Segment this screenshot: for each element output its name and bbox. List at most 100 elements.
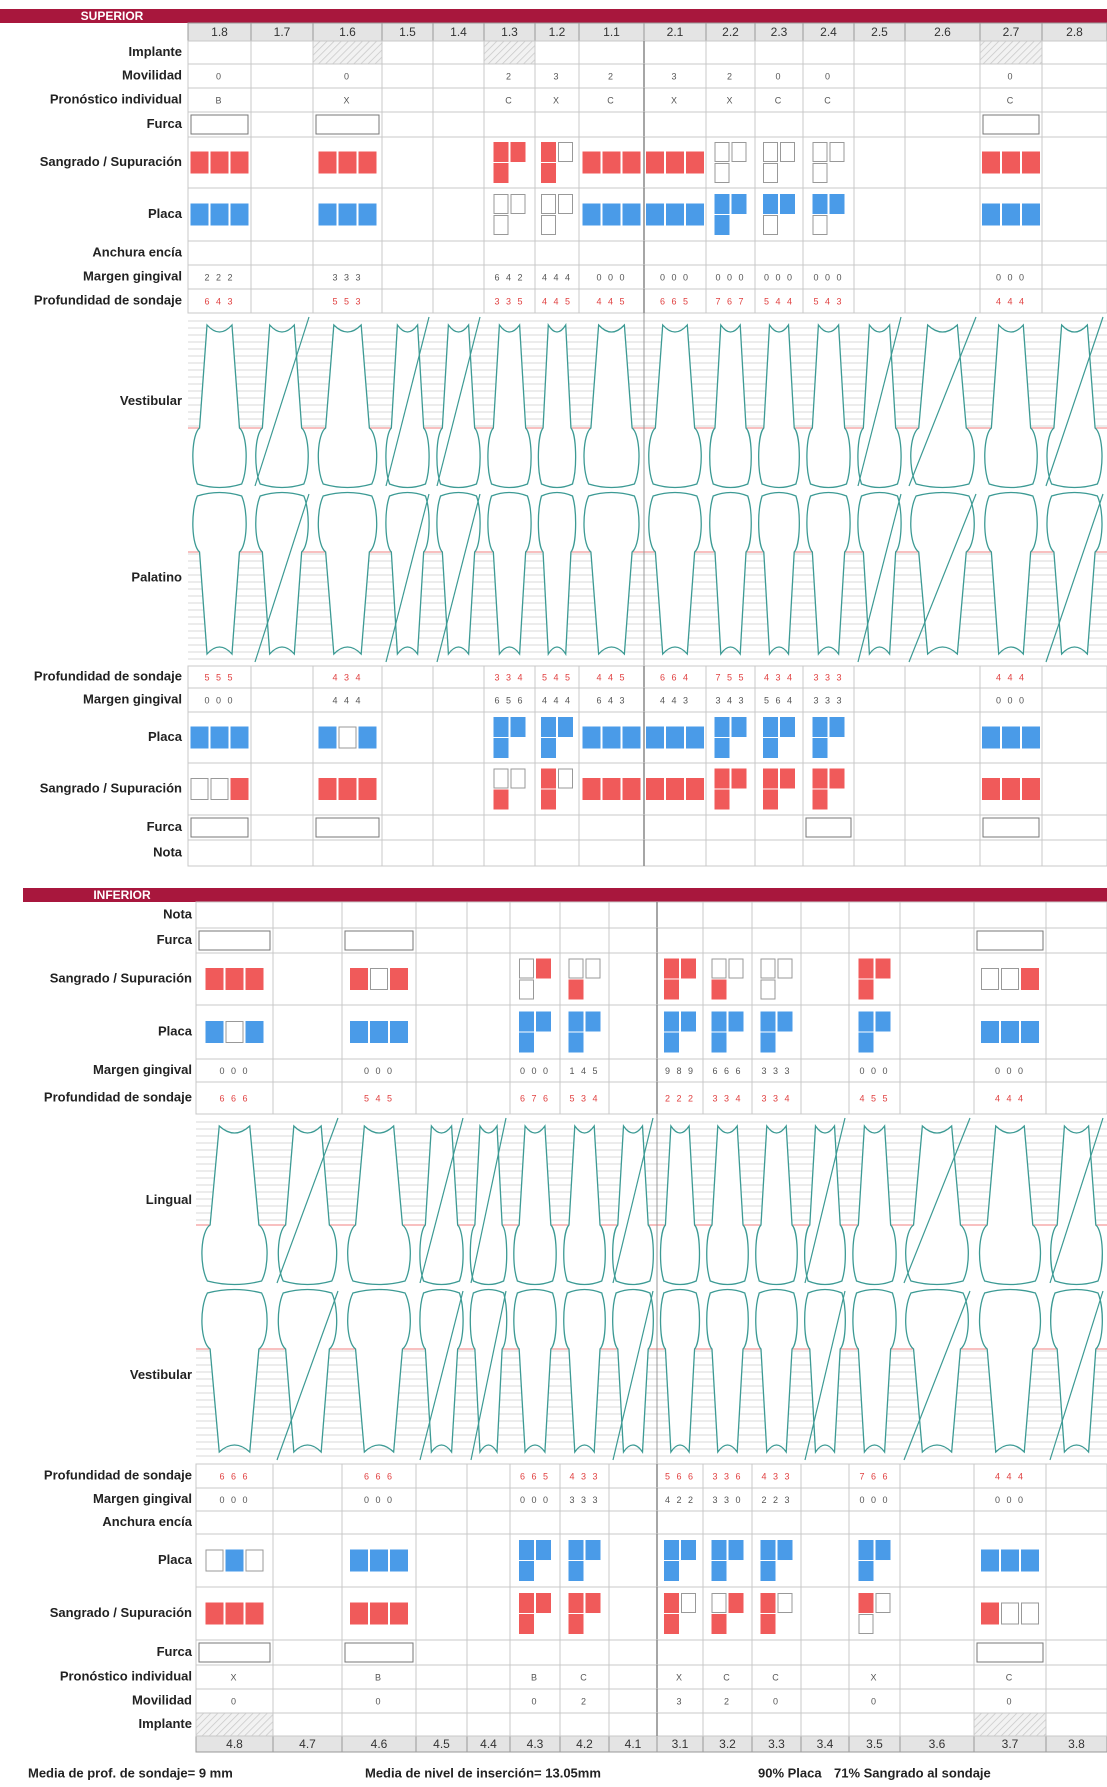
cell-value: 4 4 5 [542,296,572,306]
cell [467,1587,510,1640]
cell-value: 5 4 5 [364,1093,394,1103]
cell [755,763,803,815]
cell-value: B [375,1672,383,1682]
indicator [712,980,726,999]
cell [467,953,510,1005]
view-label: Vestibular [130,1367,192,1382]
cell [273,1713,342,1736]
cell [1042,815,1107,840]
cell [382,88,433,112]
cell [1042,64,1107,88]
cell [657,928,703,953]
indicator [665,1012,679,1031]
cell-value: 0 [775,71,782,81]
indicator [339,727,356,748]
indicator [983,204,1000,225]
cell [196,902,273,928]
cell [905,840,980,866]
cell [433,763,484,815]
cell [251,64,313,88]
furcation-box [345,1643,413,1662]
indicator [603,727,620,748]
cell [382,64,433,88]
cell [251,112,313,137]
cell [416,902,467,928]
indicator [351,1022,368,1043]
cell [560,902,609,928]
indicator [494,769,508,788]
indicator [982,1603,999,1624]
row-label: Margen gingival [93,1062,192,1077]
indicator [231,727,248,748]
indicator [319,152,336,173]
cell-value: 0 0 0 [715,272,745,282]
cell-value: 0 [825,71,832,81]
indicator [764,195,778,214]
indicator [983,727,1000,748]
indicator [231,779,248,800]
indicator [647,727,664,748]
indicator [603,204,620,225]
indicator [715,769,729,788]
indicator [778,1012,792,1031]
indicator [206,969,223,990]
cell-value: 4 2 2 [665,1495,695,1505]
cell [416,1059,467,1082]
indicator [542,164,556,183]
cell [1042,112,1107,137]
cell-value: 2 2 2 [204,272,234,282]
cell [644,840,706,866]
cell [313,241,382,265]
cell [1042,137,1107,188]
indicator [764,143,778,162]
tooth-number: 3.6 [929,1737,946,1751]
furcation-box [345,931,413,950]
indicator [813,164,827,183]
indicator [1023,727,1040,748]
cell [752,1587,801,1640]
cell [755,188,803,241]
indicator [494,739,508,758]
cell [703,1713,752,1736]
tooth-number: 2.8 [1066,25,1083,39]
tooth-number: 1.4 [450,25,467,39]
indicator [761,980,775,999]
cell [803,188,854,241]
cell [467,1511,510,1534]
cell [416,953,467,1005]
cell [706,815,755,840]
tooth-number: 4.2 [576,1737,593,1751]
indicator [876,959,890,978]
indicator [231,204,248,225]
cell [510,1640,560,1665]
cell [900,1082,974,1114]
indicator [647,152,664,173]
indicator [667,152,684,173]
indicator [246,1550,263,1571]
cell [900,953,974,1005]
cell [273,1534,342,1587]
cell [854,88,905,112]
cell [273,1059,342,1082]
indicator [569,1541,583,1560]
indicator [559,718,573,737]
indicator [542,739,556,758]
indicator [511,143,525,162]
indicator [569,1615,583,1634]
indicator [586,1541,600,1560]
indicator [712,959,726,978]
cell [416,1587,467,1640]
cell-value: 6 4 2 [494,272,524,282]
tooth [1047,493,1102,655]
indicator [226,969,243,990]
furcation-box [983,818,1039,837]
indicator [764,739,778,758]
indicator [1023,152,1040,173]
cell [905,763,980,815]
cell [484,815,535,840]
cell [433,666,484,688]
cell [657,1587,703,1640]
summary-attachment: Media de nivel de inserción= 13.05mm [365,1765,601,1780]
cell-value: 4 4 4 [332,695,362,705]
cell-value: 0 [216,71,223,81]
